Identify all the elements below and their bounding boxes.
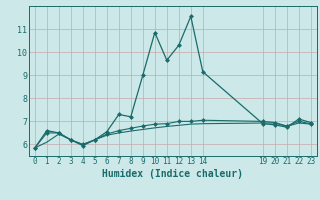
X-axis label: Humidex (Indice chaleur): Humidex (Indice chaleur): [102, 169, 243, 179]
